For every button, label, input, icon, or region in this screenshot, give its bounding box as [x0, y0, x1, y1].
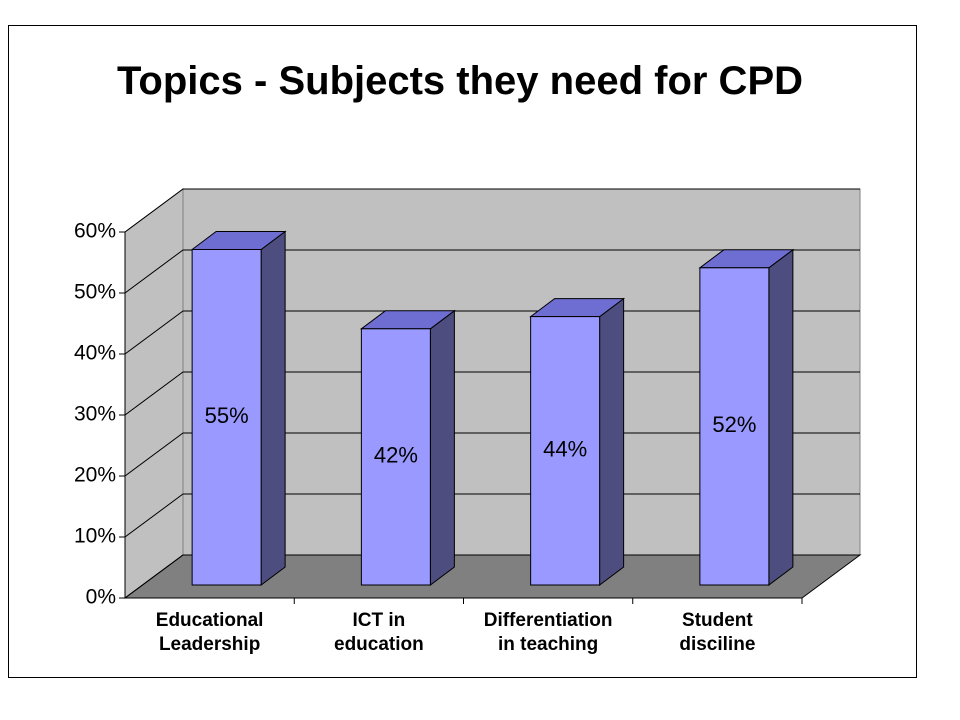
y-tick-label: 10% — [74, 525, 116, 548]
chart-title: Topics - Subjects they need for CPD — [116, 59, 804, 103]
bar-side — [599, 297, 625, 586]
grid-line — [124, 554, 860, 599]
bar — [191, 249, 262, 586]
x-tick-label: ICT in education — [334, 610, 424, 655]
data-label: 52% — [712, 412, 756, 437]
chart-border — [8, 25, 917, 678]
grid-line — [124, 310, 860, 355]
y-tick-label: 40% — [74, 342, 116, 365]
grid-line — [124, 249, 860, 294]
y-tick-label: 50% — [74, 281, 116, 304]
data-label: 42% — [374, 443, 418, 468]
data-label: 44% — [543, 437, 587, 462]
bar — [360, 328, 431, 586]
y-tick-label: 60% — [74, 220, 116, 243]
grid-line — [124, 493, 860, 538]
bar-side — [429, 309, 455, 586]
x-tick-label: Differentiation in teaching — [483, 610, 613, 655]
y-tick-label: 30% — [74, 403, 116, 426]
bar — [699, 267, 770, 586]
y-tick-label: 20% — [74, 464, 116, 487]
bar — [530, 316, 601, 586]
bar-side — [260, 230, 286, 586]
grid-line — [124, 371, 860, 416]
grid-line — [124, 188, 860, 233]
y-tick-label: 0% — [86, 586, 116, 609]
x-tick-label: Student disciline — [679, 610, 756, 655]
data-label: 55% — [205, 403, 249, 428]
x-tick-label: Educational Leadership — [155, 610, 264, 655]
bar-side — [768, 248, 794, 586]
grid-line — [124, 432, 860, 477]
